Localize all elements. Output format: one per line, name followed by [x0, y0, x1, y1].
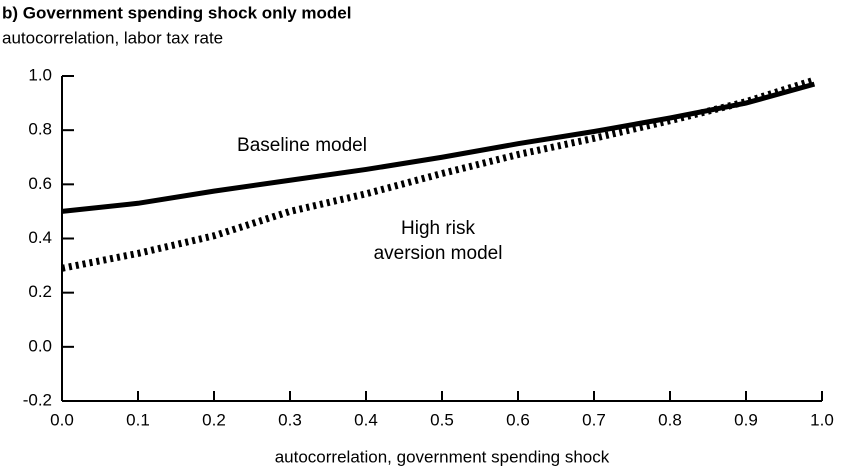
x-tick-label: 0.3 — [278, 410, 302, 429]
x-tick-label: 1.0 — [810, 410, 834, 429]
y-tick-label: 0.6 — [28, 174, 52, 193]
x-tick-label: 0.0 — [50, 410, 74, 429]
x-axis-label: autocorrelation, government spending sho… — [275, 447, 610, 466]
y-tick-label: 0.0 — [28, 336, 52, 355]
x-tick-label: 0.8 — [658, 410, 682, 429]
x-tick-label: 0.5 — [430, 410, 454, 429]
y-tick-label: 1.0 — [28, 65, 52, 84]
y-tick-label: -0.2 — [23, 390, 52, 409]
annotation: Baseline model — [237, 135, 367, 156]
y-tick-label: 0.8 — [28, 120, 52, 139]
annotation: aversion model — [374, 243, 503, 264]
x-tick-label: 0.2 — [202, 410, 226, 429]
y-tick-label: 0.4 — [28, 228, 52, 247]
series-line — [61, 76, 816, 272]
y-tick-label: 0.2 — [28, 282, 52, 301]
x-tick-label: 0.7 — [582, 410, 606, 429]
x-tick-label: 0.6 — [506, 410, 530, 429]
y-axis-label: autocorrelation, labor tax rate — [2, 28, 223, 47]
x-tick-label: 0.1 — [126, 410, 150, 429]
chart-title: b) Government spending shock only model — [2, 3, 352, 22]
series-line — [61, 81, 816, 214]
annotation: High risk — [401, 218, 475, 239]
x-tick-label: 0.9 — [734, 410, 758, 429]
x-tick-label: 0.4 — [354, 410, 378, 429]
